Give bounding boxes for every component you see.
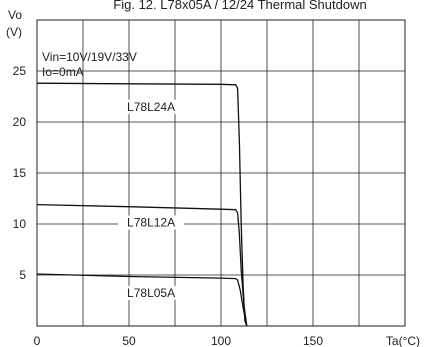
x-tick-label: 50 <box>122 334 136 347</box>
series-line-l78l12a <box>36 203 248 327</box>
plot-area: 0 50 100 150 5 10 15 20 25 L78L24A L78L12A L78L05A <box>13 19 406 347</box>
series-label-l78l24a: L78L24A <box>127 100 175 114</box>
x-axis-label: Ta(°C) <box>386 334 420 347</box>
chart-title: Fig. 12. L78x05A / 12/24 Thermal Shutdow… <box>113 0 366 12</box>
grid-lines <box>37 20 405 326</box>
y-axis-label: Vo <box>8 8 22 22</box>
series-labels: L78L24A L78L12A L78L05A <box>118 99 185 300</box>
tick-labels: 0 50 100 150 5 10 15 20 25 <box>13 64 324 347</box>
y-tick-label: 25 <box>13 64 27 78</box>
series-label-bg <box>118 99 185 114</box>
y-axis-unit: (V) <box>6 25 22 39</box>
series-label-bg <box>118 285 185 300</box>
series-line-l78l05a <box>36 273 248 327</box>
x-tick-label: 0 <box>34 334 41 347</box>
series-lines <box>36 82 248 327</box>
y-tick-label: 20 <box>13 115 27 129</box>
y-tick-label: 5 <box>19 268 26 282</box>
series-label-l78l05a: L78L05A <box>127 286 175 300</box>
x-tick-label: 150 <box>303 334 323 347</box>
condition-io: Io=0mA <box>42 65 84 79</box>
y-tick-label: 15 <box>13 166 27 180</box>
test-conditions: Vin=10V/19V/33V Io=0mA <box>42 50 137 79</box>
y-tick-label: 10 <box>13 217 27 231</box>
x-tick-label: 100 <box>211 334 231 347</box>
series-label-l78l12a: L78L12A <box>127 216 175 230</box>
series-label-bg <box>118 215 185 230</box>
condition-vin: Vin=10V/19V/33V <box>42 50 137 64</box>
